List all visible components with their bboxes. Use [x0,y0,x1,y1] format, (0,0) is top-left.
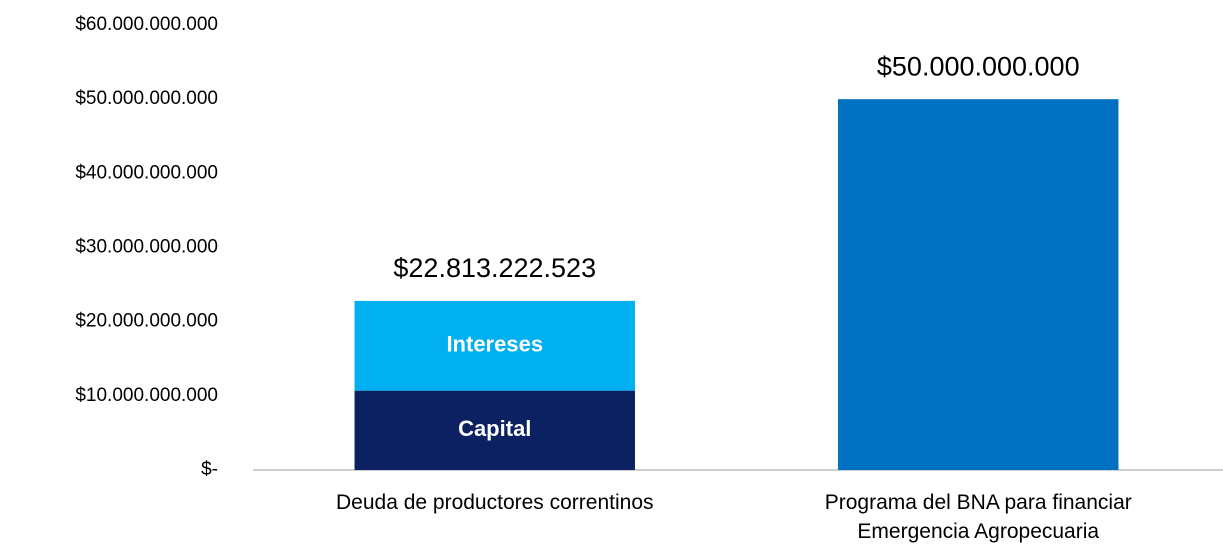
segment-label: Capital [458,416,531,441]
bar-segment [354,300,635,391]
y-tick-label: $50.000.000.000 [75,88,218,109]
x-tick-label: Deuda de productores correntinos [335,491,654,514]
segment-label: Intereses [446,332,543,357]
y-tick-label: $60.000.000.000 [75,14,218,35]
y-tick-label: $- [201,459,218,480]
y-tick-label: $40.000.000.000 [75,162,218,183]
bar-segment [354,390,635,470]
x-tick-label: Programa del BNA para financiar Emergenc… [824,491,1132,543]
y-tick-label: $10.000.000.000 [75,385,218,406]
y-tick-label: $30.000.000.000 [75,237,218,258]
y-tick-label: $20.000.000.000 [75,311,218,332]
total-label: $22.813.222.523 [393,253,596,283]
total-label: $50.000.000.000 [877,51,1080,81]
bar-segment [838,99,1119,471]
